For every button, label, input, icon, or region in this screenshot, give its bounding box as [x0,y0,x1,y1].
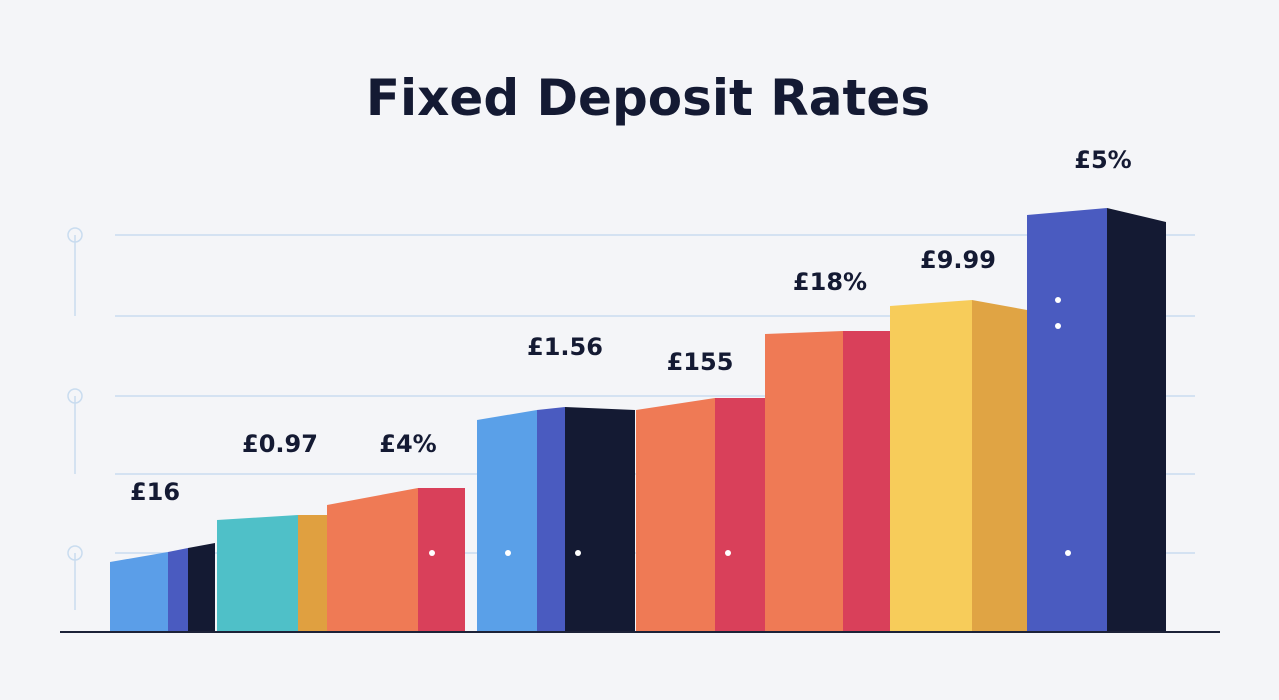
bar-face [890,300,972,632]
bar-label: £155 [667,348,734,376]
marker-dot [1065,550,1071,556]
bar-face [765,331,843,632]
bar-face [168,548,188,632]
guide-dot [67,388,83,404]
bar-face [972,300,1027,632]
marker-dot [725,550,731,556]
bar-label: £0.97 [242,430,318,458]
bar-face [188,543,215,632]
guide-dot [67,545,83,561]
bar-face [537,407,565,632]
bar-face [636,398,715,632]
marker-dot [575,550,581,556]
bar-face [298,515,327,632]
bar-face [477,410,537,632]
bar-face [1027,208,1107,632]
title: Fixed Deposit Rates [366,69,930,127]
guide-dot [67,227,83,243]
bar-label: £1.56 [527,333,603,361]
bar-face [327,488,418,632]
bar-label: £18% [793,268,867,296]
marker-dot [505,550,511,556]
bar-face [1107,208,1166,632]
bars-layer: £16 £0.97 £4% £1.56 £155 £18% £9.99 £5% [60,146,1220,633]
marker-dot [1055,323,1061,329]
bar-face [565,407,635,632]
bar-label: £5% [1074,146,1131,174]
bar-face [217,515,298,632]
bar-face [715,398,765,632]
bar-label: £16 [130,478,180,506]
bar-label: £9.99 [920,246,996,274]
bar-face [110,552,168,632]
bar-face [418,488,465,632]
bar-face [843,331,890,632]
marker-dot [1055,297,1061,303]
bar-label: £4% [379,430,436,458]
marker-dot [429,550,435,556]
